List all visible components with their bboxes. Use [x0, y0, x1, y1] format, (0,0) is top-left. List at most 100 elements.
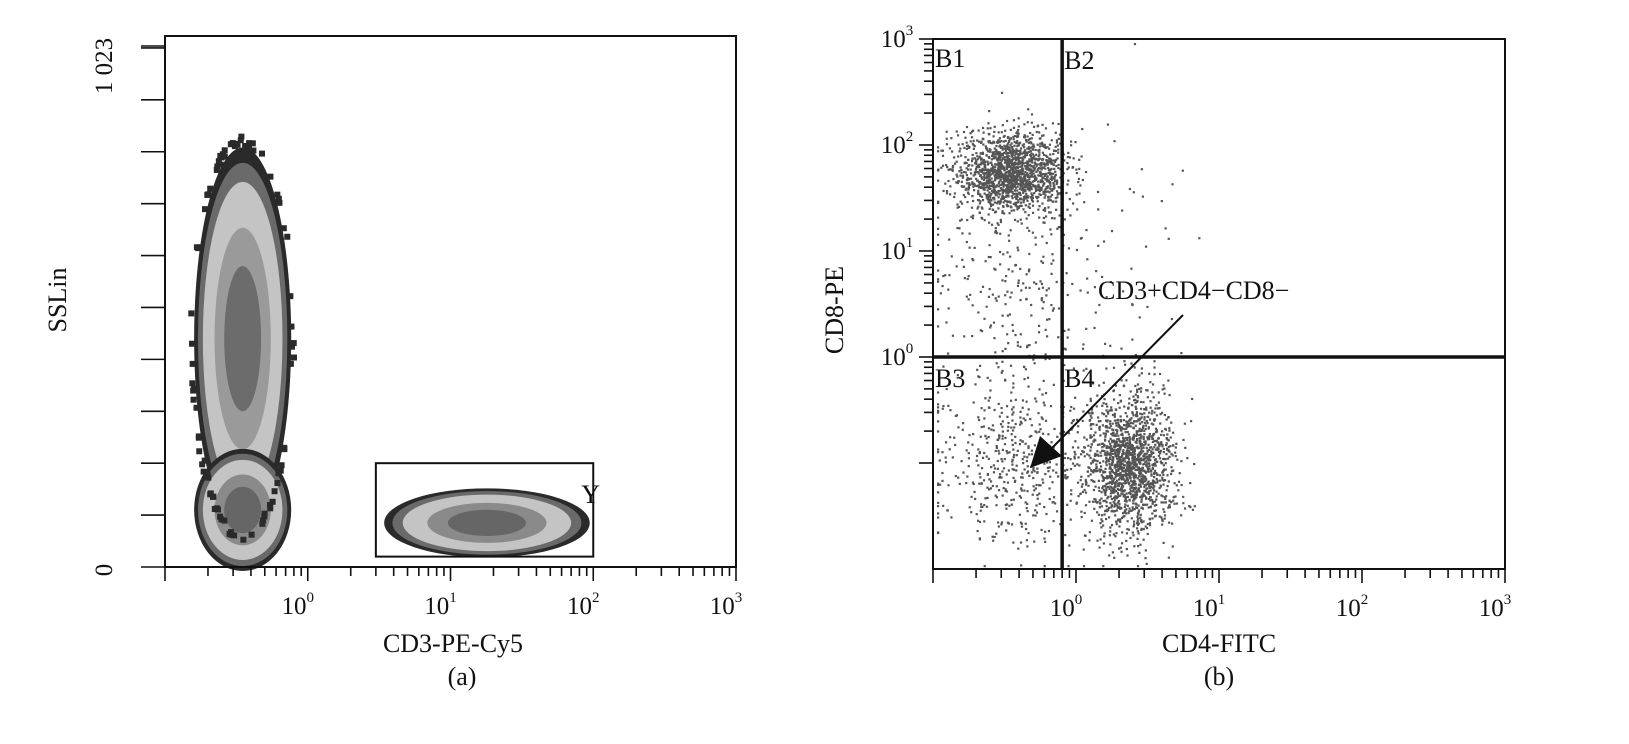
- scatter-point: [1119, 455, 1122, 459]
- scatter-point: [1066, 167, 1069, 171]
- scatter-point: [1135, 446, 1138, 449]
- scatter-point: [967, 452, 970, 455]
- scatter-point: [1109, 492, 1112, 495]
- scatter-point: [1013, 178, 1016, 181]
- scatter-point: [1101, 424, 1105, 427]
- scatter-point: [1002, 197, 1005, 200]
- scatter-point: [1072, 157, 1075, 160]
- scatter-point: [937, 516, 940, 519]
- scatter-point: [1021, 440, 1024, 443]
- scatter-point: [1029, 141, 1032, 144]
- scatter-point: [1124, 473, 1128, 476]
- scatter-point: [1116, 501, 1119, 504]
- scatter-point: [1024, 368, 1027, 371]
- scatter-point: [1068, 156, 1072, 159]
- scatter-point: [1005, 168, 1009, 171]
- scatter-point: [1146, 305, 1149, 309]
- scatter-point: [998, 176, 1001, 179]
- scatter-point: [1070, 421, 1073, 425]
- scatter-point: [1162, 483, 1165, 486]
- scatter-point: [1139, 485, 1143, 488]
- scatter-point: [1023, 185, 1027, 188]
- scatter-point: [990, 158, 993, 161]
- scatter-point: [1041, 141, 1044, 144]
- scatter-point: [945, 387, 948, 391]
- scatter-point: [1102, 402, 1105, 405]
- scatter-point: [1020, 165, 1023, 168]
- scatter-point: [1030, 434, 1033, 438]
- scatter-point: [1148, 467, 1151, 470]
- scatter-point: [1174, 446, 1177, 449]
- scatter-point: [1171, 454, 1174, 457]
- scatter-point: [1039, 142, 1042, 145]
- scatter-point: [1164, 462, 1167, 465]
- scatter-point: [1127, 470, 1131, 473]
- scatter-point: [1031, 169, 1035, 173]
- scatter-point: [1048, 318, 1051, 321]
- scatter-point: [1040, 297, 1043, 300]
- scatter-point: [1026, 413, 1029, 416]
- scatter-point: [1100, 465, 1103, 468]
- contour-pixel: [188, 310, 195, 317]
- scatter-point: [965, 125, 969, 129]
- scatter-point: [1100, 505, 1104, 508]
- scatter-point: [976, 139, 979, 142]
- scatter-point: [1067, 247, 1071, 250]
- scatter-point: [1012, 165, 1015, 168]
- scatter-point: [1113, 489, 1116, 492]
- scatter-point: [1127, 451, 1130, 454]
- scatter-point: [1020, 422, 1023, 425]
- scatter-point: [1019, 541, 1023, 544]
- scatter-point: [995, 148, 998, 152]
- scatter-point: [1054, 175, 1057, 178]
- scatter-point: [1007, 178, 1010, 181]
- scatter-point: [1022, 196, 1026, 199]
- scatter-point: [1165, 495, 1168, 498]
- scatter-point: [983, 219, 986, 222]
- scatter-point: [1100, 514, 1104, 517]
- scatter-point: [1012, 448, 1015, 451]
- scatter-point: [1110, 432, 1113, 436]
- contour-pixel: [267, 502, 274, 509]
- scatter-point: [1007, 421, 1010, 425]
- scatter-point: [1030, 303, 1033, 307]
- scatter-point: [1115, 473, 1119, 476]
- scatter-point: [1162, 541, 1165, 545]
- scatter-point: [1054, 131, 1057, 134]
- scatter-point: [1172, 496, 1175, 499]
- scatter-point: [1093, 507, 1096, 510]
- scatter-point: [1019, 416, 1022, 419]
- scatter-point: [983, 169, 986, 172]
- scatter-point: [1110, 506, 1113, 509]
- scatter-point: [1140, 527, 1143, 530]
- contour-pixel: [218, 154, 225, 161]
- scatter-point: [1142, 480, 1145, 483]
- scatter-point: [1158, 406, 1161, 410]
- scatter-point: [984, 260, 987, 263]
- scatter-point: [981, 207, 984, 210]
- scatter-point: [1015, 181, 1019, 184]
- scatter-point: [1132, 499, 1135, 502]
- scatter-point: [1109, 477, 1113, 480]
- scatter-point: [1141, 421, 1144, 424]
- scatter-point: [1121, 468, 1124, 471]
- quadrant-label-b1: B1: [935, 44, 965, 73]
- scatter-point: [978, 186, 981, 189]
- contour-pixel: [221, 153, 228, 160]
- scatter-point: [1150, 453, 1153, 456]
- contour-pixel: [196, 244, 203, 251]
- scatter-point: [1017, 279, 1020, 282]
- scatter-point: [1151, 466, 1154, 470]
- scatter-point: [1141, 478, 1144, 482]
- scatter-point: [1001, 147, 1004, 150]
- scatter-point: [1136, 523, 1140, 527]
- scatter-point: [997, 449, 1000, 452]
- scatter-point: [1162, 447, 1165, 451]
- scatter-point: [1160, 433, 1163, 436]
- scatter-point: [1121, 427, 1124, 430]
- scatter-point: [1013, 144, 1016, 147]
- scatter-point: [1094, 498, 1097, 501]
- scatter-point: [1109, 474, 1112, 477]
- scatter-point: [1001, 437, 1004, 440]
- scatter-point: [1026, 135, 1029, 138]
